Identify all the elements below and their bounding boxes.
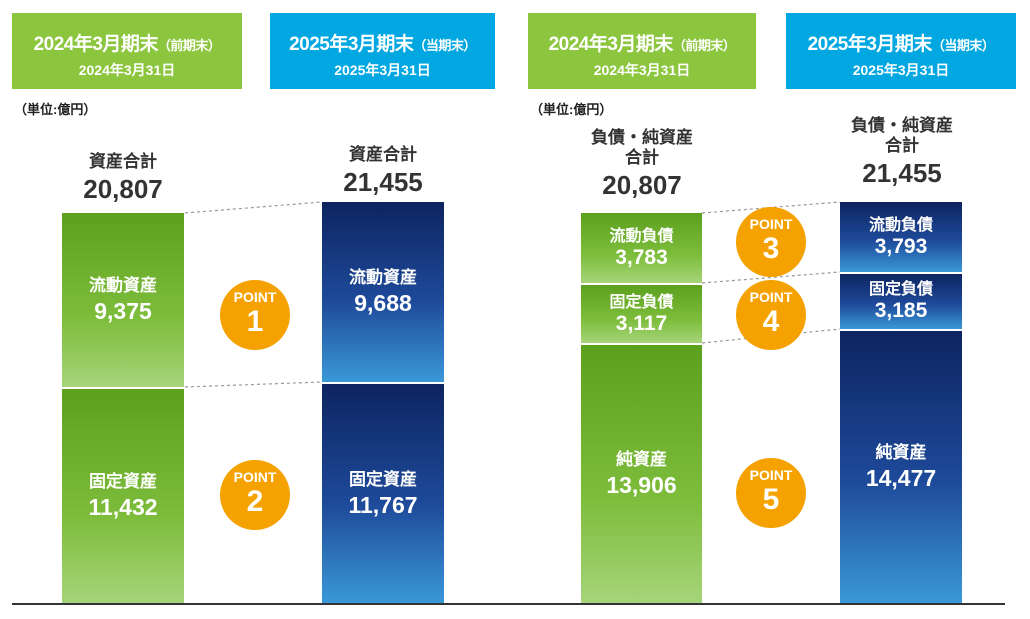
segment-value: 11,432: [88, 494, 158, 520]
segment-label: 流動負債: [609, 227, 674, 245]
segment-label: 純資産: [616, 450, 667, 469]
header-curr-right: 2025年3月期末（当期末） 2025年3月31日: [786, 13, 1016, 89]
header-prev-right: 2024年3月期末（前期末） 2024年3月31日: [528, 13, 756, 89]
header-date: 2024年3月31日: [78, 62, 176, 78]
total-value: 21,455: [862, 158, 942, 188]
total-assets-curr: 資産合計 21,455: [322, 145, 444, 197]
bar-current-assets-curr: 流動資産 9,688: [322, 202, 444, 382]
segment-value: 3,793: [874, 234, 928, 258]
point-badge-1: POINT 1: [220, 280, 290, 350]
connector-line: [701, 201, 841, 214]
header-date: 2024年3月31日: [593, 62, 691, 78]
header-title: 2024年3月期末（前期末）: [33, 34, 221, 55]
segment-value: 9,688: [354, 290, 412, 316]
total-value: 20,807: [83, 174, 163, 204]
segment-value: 3,185: [874, 299, 928, 322]
chart-baseline: [12, 603, 1005, 605]
segment-label: 固定負債: [609, 293, 674, 311]
connector-line: [701, 328, 841, 344]
segment-label: 固定資産: [89, 472, 157, 491]
unit-label: （単位:億円）: [530, 102, 613, 117]
total-label: 負債・純資産: [851, 116, 953, 135]
segment-value: 14,477: [865, 465, 937, 491]
header-date: 2025年3月31日: [852, 62, 950, 78]
bar-fixed-assets-prev: 固定資産 11,432: [62, 389, 184, 603]
total-label: 合計: [625, 148, 659, 167]
total-value: 20,807: [602, 170, 682, 200]
total-liab-netassets-curr: 負債・純資産 合計 21,455: [832, 116, 972, 188]
total-value: 21,455: [343, 167, 423, 197]
segment-label: 固定資産: [349, 469, 417, 489]
bar-fixed-liabilities-prev: 固定負債 3,117: [581, 285, 702, 343]
bar-fixed-assets-curr: 固定資産 11,767: [322, 384, 444, 603]
connector-line: [701, 271, 841, 284]
point-badge-2: POINT 2: [220, 460, 290, 530]
segment-label: 固定負債: [868, 281, 933, 298]
total-label: 合計: [885, 136, 919, 155]
bar-current-assets-prev: 流動資産 9,375: [62, 213, 184, 387]
point-badge-4: POINT 4: [736, 280, 806, 350]
total-label: 負債・純資産: [591, 128, 693, 147]
point-badge-3: POINT 3: [736, 207, 806, 277]
total-liab-netassets-prev: 負債・純資産 合計 20,807: [572, 128, 712, 200]
connector-line: [184, 201, 323, 214]
segment-label: 純資産: [875, 443, 927, 462]
bar-fixed-liabilities-curr: 固定負債 3,185: [840, 274, 962, 329]
point-badge-5: POINT 5: [736, 458, 806, 528]
segment-value: 3,783: [615, 245, 668, 269]
bar-net-assets-curr: 純資産 14,477: [840, 331, 962, 603]
unit-label: （単位:億円）: [14, 102, 97, 117]
segment-label: 流動負債: [868, 216, 933, 234]
segment-value: 13,906: [606, 472, 677, 498]
connector-line: [184, 381, 323, 388]
segment-value: 3,117: [615, 311, 668, 335]
bar-current-liabilities-curr: 流動負債 3,793: [840, 202, 962, 272]
segment-label: 流動資産: [89, 276, 157, 295]
header-title: 2024年3月期末（前期末）: [548, 34, 736, 55]
total-assets-prev: 資産合計 20,807: [62, 152, 184, 204]
header-date: 2025年3月31日: [334, 62, 431, 78]
total-label: 資産合計: [89, 152, 157, 171]
segment-value: 9,375: [94, 298, 152, 324]
segment-value: 11,767: [348, 491, 418, 518]
bar-current-liabilities-prev: 流動負債 3,783: [581, 213, 702, 283]
bar-net-assets-prev: 純資産 13,906: [581, 345, 702, 603]
total-label: 資産合計: [349, 145, 417, 164]
header-title: 2025年3月期末（当期末）: [289, 34, 476, 55]
header-title: 2025年3月期末（当期末）: [807, 34, 995, 55]
segment-label: 流動資産: [349, 268, 417, 287]
header-prev-left: 2024年3月期末（前期末） 2024年3月31日: [12, 13, 242, 89]
header-curr-left: 2025年3月期末（当期末） 2025年3月31日: [270, 13, 495, 89]
